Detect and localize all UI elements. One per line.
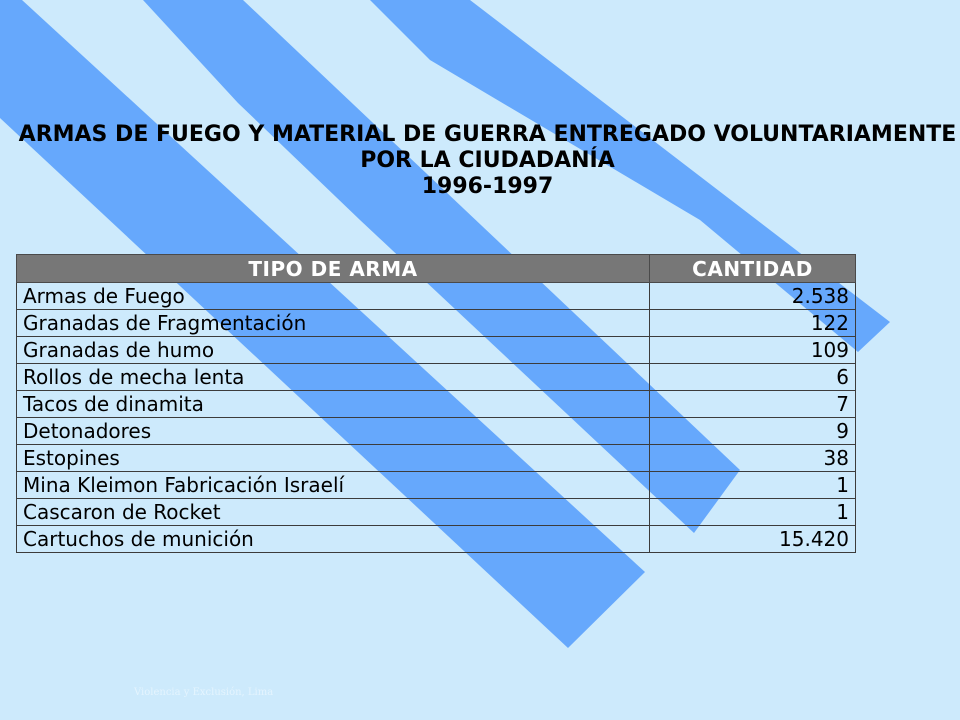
cell-tipo: Detonadores: [16, 417, 650, 445]
table-row: Cascaron de Rocket 1: [16, 498, 856, 526]
table-row: Mina Kleimon Fabricación Israelí 1: [16, 471, 856, 499]
cell-cantidad: 122: [649, 309, 856, 337]
table-row: Estopines 38: [16, 444, 856, 472]
cell-cantidad: 109: [649, 336, 856, 364]
header-cantidad: CANTIDAD: [649, 254, 856, 283]
cell-cantidad: 7: [649, 390, 856, 418]
table-row: Cartuchos de munición 15.420: [16, 525, 856, 553]
cell-tipo: Cascaron de Rocket: [16, 498, 650, 526]
table-header-row: TIPO DE ARMA CANTIDAD: [16, 254, 856, 283]
cell-cantidad: 15.420: [649, 525, 856, 553]
table-row: Granadas de Fragmentación 122: [16, 309, 856, 337]
cell-tipo: Rollos de mecha lenta: [16, 363, 650, 391]
cell-cantidad: 1: [649, 498, 856, 526]
cell-cantidad: 9: [649, 417, 856, 445]
header-tipo: TIPO DE ARMA: [16, 254, 650, 283]
cell-cantidad: 38: [649, 444, 856, 472]
cell-cantidad: 2.538: [649, 282, 856, 310]
cell-cantidad: 6: [649, 363, 856, 391]
cell-tipo: Granadas de humo: [16, 336, 650, 364]
cell-tipo: Mina Kleimon Fabricación Israelí: [16, 471, 650, 499]
title-line-3: 1996-1997: [421, 174, 554, 199]
table-row: Rollos de mecha lenta 6: [16, 363, 856, 391]
cell-tipo: Granadas de Fragmentación: [16, 309, 650, 337]
title-line-2: POR LA CIUDADANÍA: [360, 148, 615, 173]
cell-tipo: Estopines: [16, 444, 650, 472]
slide-title: ARMAS DE FUEGO Y MATERIAL DE GUERRA ENTR…: [0, 122, 960, 200]
title-line-1: ARMAS DE FUEGO Y MATERIAL DE GUERRA ENTR…: [18, 122, 957, 147]
table-row: Granadas de humo 109: [16, 336, 856, 364]
table-row: Detonadores 9: [16, 417, 856, 445]
cell-cantidad: 1: [649, 471, 856, 499]
cell-tipo: Armas de Fuego: [16, 282, 650, 310]
weapons-table: TIPO DE ARMA CANTIDAD Armas de Fuego 2.5…: [16, 254, 856, 553]
table-row: Tacos de dinamita 7: [16, 390, 856, 418]
cell-tipo: Tacos de dinamita: [16, 390, 650, 418]
footer-caption: Violencia y Exclusión, Lima: [134, 687, 274, 698]
cell-tipo: Cartuchos de munición: [16, 525, 650, 553]
table-row: Armas de Fuego 2.538: [16, 282, 856, 310]
